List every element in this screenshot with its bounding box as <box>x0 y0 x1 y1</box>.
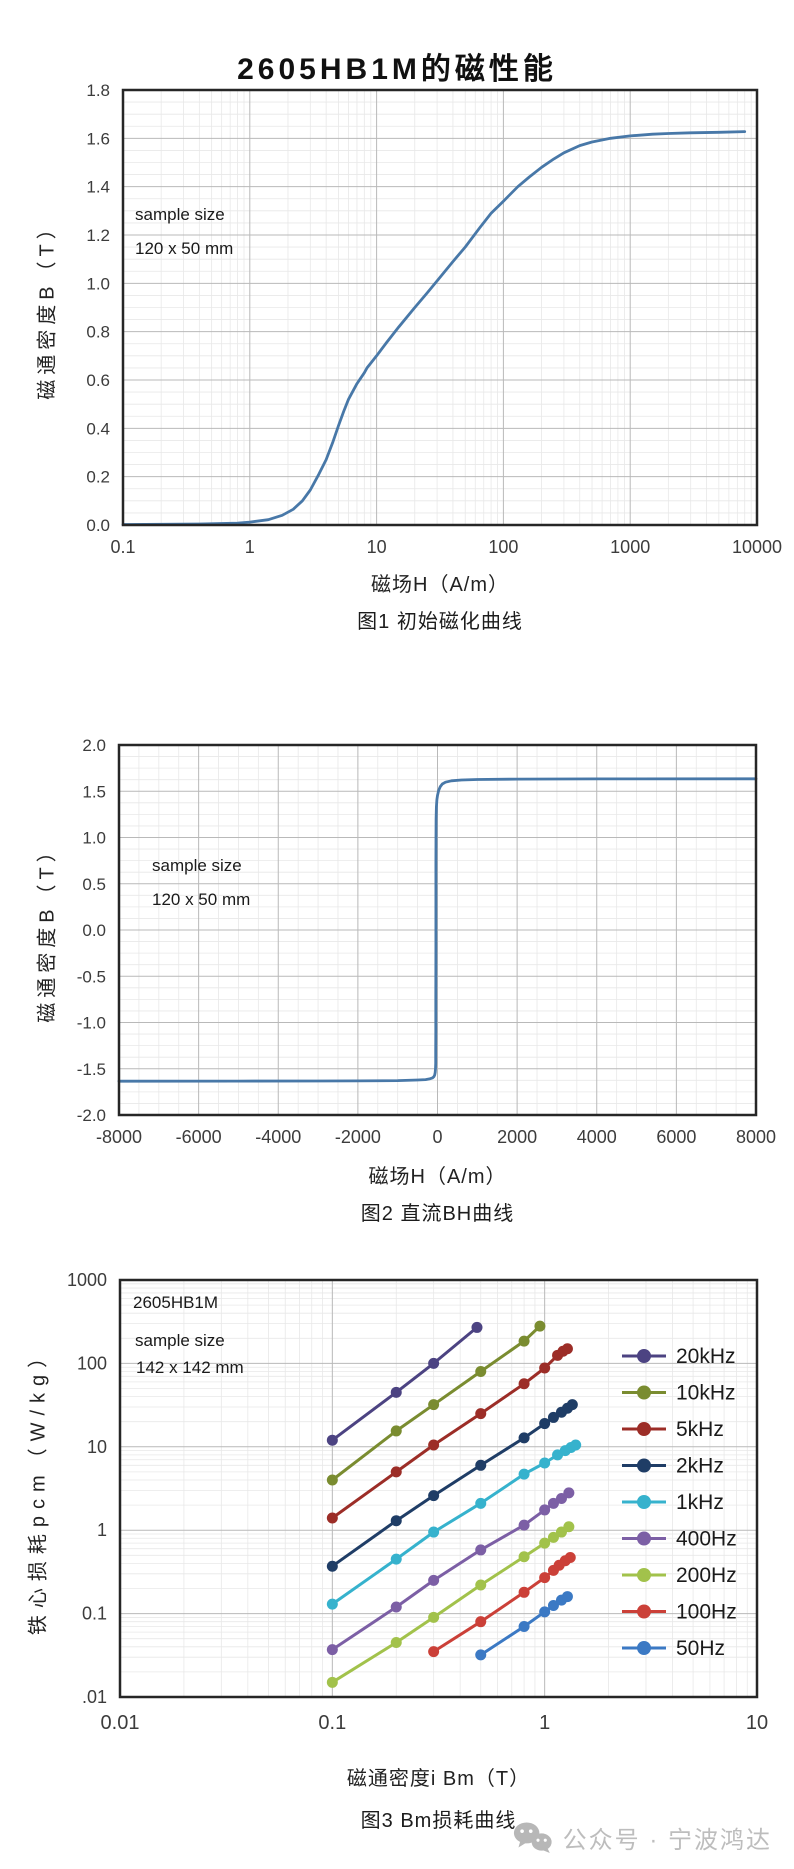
svg-text:10: 10 <box>87 1437 107 1457</box>
svg-text:0.01: 0.01 <box>101 1712 140 1734</box>
svg-text:1: 1 <box>97 1520 107 1540</box>
watermark: 公众号 · 宁波鸿达 <box>513 1820 772 1855</box>
svg-text:2000: 2000 <box>497 1127 537 1147</box>
svg-text:4000: 4000 <box>577 1127 617 1147</box>
svg-text:50Hz: 50Hz <box>676 1637 725 1660</box>
svg-text:0: 0 <box>432 1127 442 1147</box>
svg-text:1: 1 <box>245 537 255 557</box>
svg-text:1.5: 1.5 <box>82 782 106 801</box>
page-title: 2605HB1M的磁性能 <box>237 53 557 87</box>
wechat-icon <box>513 1821 553 1854</box>
svg-text:142 x 142 mm: 142 x 142 mm <box>136 1358 244 1377</box>
svg-text:0.8: 0.8 <box>86 323 110 342</box>
svg-text:1kHz: 1kHz <box>676 1491 724 1514</box>
svg-text:1000: 1000 <box>610 537 650 557</box>
svg-text:0.2: 0.2 <box>86 468 110 487</box>
svg-text:-6000: -6000 <box>176 1127 222 1147</box>
svg-text:1.8: 1.8 <box>86 81 110 100</box>
watermark-text: 公众号 · 宁波鸿达 <box>562 1827 772 1854</box>
chart1-xlabel: 磁场H（A/m） <box>371 574 509 596</box>
svg-text:1.2: 1.2 <box>86 226 110 245</box>
svg-text:.01: .01 <box>82 1687 107 1707</box>
svg-text:120 x 50 mm: 120 x 50 mm <box>152 890 250 909</box>
svg-text:400Hz: 400Hz <box>676 1528 737 1551</box>
svg-text:0.1: 0.1 <box>82 1604 107 1624</box>
svg-text:10: 10 <box>367 537 387 557</box>
svg-text:0.1: 0.1 <box>110 537 135 557</box>
svg-text:-2.0: -2.0 <box>77 1106 106 1125</box>
svg-text:1: 1 <box>539 1712 550 1734</box>
svg-text:sample size: sample size <box>135 1331 225 1350</box>
svg-text:200Hz: 200Hz <box>676 1564 737 1587</box>
svg-text:0.4: 0.4 <box>86 419 110 438</box>
svg-text:0.0: 0.0 <box>86 516 110 535</box>
chart3-core-loss-plot: 0.01 0.1 1 10 1000 100 10 1 0.1 .01 2605HB1M sample… <box>67 1270 768 1734</box>
svg-text:-1.5: -1.5 <box>77 1060 106 1079</box>
svg-text:1.6: 1.6 <box>86 129 110 148</box>
svg-text:2kHz: 2kHz <box>676 1455 724 1478</box>
chart1-initial-magnetization-plot: 0.1 1 10 100 1000 10000 1.8 1.6 1.4 1.2 1.0 0.8 0.6 0… <box>86 81 782 557</box>
svg-text:2.0: 2.0 <box>82 736 106 755</box>
chart1-caption: 图1 初始磁化曲线 <box>357 611 523 633</box>
svg-text:100: 100 <box>77 1353 107 1373</box>
svg-text:-2000: -2000 <box>335 1127 381 1147</box>
chart3-xlabel: 磁通密度i Bm（T） <box>346 1768 531 1790</box>
svg-text:10: 10 <box>746 1712 768 1734</box>
chart3-caption: 图3 Bm损耗曲线 <box>360 1810 517 1832</box>
svg-text:20kHz: 20kHz <box>676 1345 736 1368</box>
svg-text:0.1: 0.1 <box>318 1712 346 1734</box>
svg-text:-1.0: -1.0 <box>77 1014 106 1033</box>
svg-text:1000: 1000 <box>67 1270 107 1290</box>
svg-text:sample size: sample size <box>152 856 242 875</box>
svg-text:sample size: sample size <box>135 205 225 224</box>
svg-text:6000: 6000 <box>656 1127 696 1147</box>
chart2-dc-bh-curve-plot: -8000 -6000 -4000 -2000 0 2000 4000 6000 8000 2.0… <box>77 736 776 1147</box>
svg-text:-0.5: -0.5 <box>77 967 106 986</box>
svg-text:1.0: 1.0 <box>86 274 110 293</box>
svg-text:-4000: -4000 <box>255 1127 301 1147</box>
chart2-caption: 图2 直流BH曲线 <box>360 1203 515 1225</box>
svg-text:0.0: 0.0 <box>82 921 106 940</box>
svg-text:1.4: 1.4 <box>86 178 110 197</box>
svg-text:-8000: -8000 <box>96 1127 142 1147</box>
svg-text:120 x 50 mm: 120 x 50 mm <box>135 239 233 258</box>
svg-text:5kHz: 5kHz <box>676 1418 724 1441</box>
svg-text:100Hz: 100Hz <box>676 1601 737 1624</box>
svg-text:2605HB1M: 2605HB1M <box>133 1293 218 1312</box>
svg-text:10000: 10000 <box>732 537 782 557</box>
svg-text:8000: 8000 <box>736 1127 776 1147</box>
chart2-xlabel: 磁场H（A/m） <box>368 1166 507 1188</box>
svg-text:1.0: 1.0 <box>82 829 106 848</box>
svg-text:100: 100 <box>488 537 518 557</box>
svg-text:10kHz: 10kHz <box>676 1382 736 1405</box>
svg-text:0.5: 0.5 <box>82 875 106 894</box>
svg-text:0.6: 0.6 <box>86 371 110 390</box>
